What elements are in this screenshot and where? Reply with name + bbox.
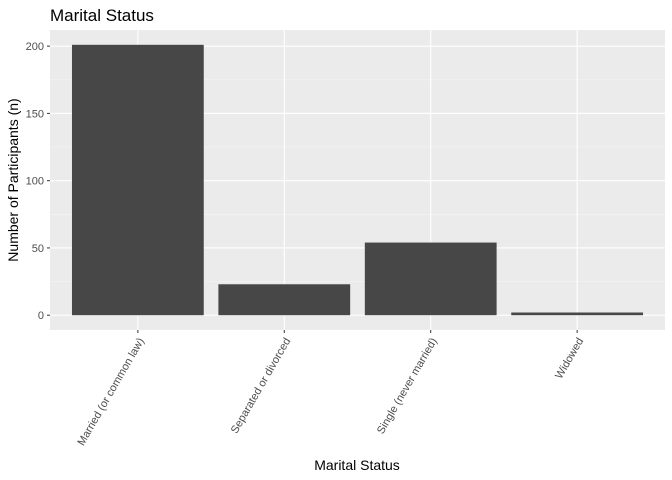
bar-2 (364, 242, 497, 316)
x-tick-label: Single (never married) (375, 336, 440, 436)
bars (71, 44, 644, 316)
bar-1 (218, 284, 351, 316)
y-tick-label: 150 (26, 108, 44, 120)
y-tick-label: 100 (26, 176, 44, 188)
y-axis-title: Number of Participants (n) (5, 98, 21, 261)
y-tick-label: 200 (26, 41, 44, 53)
y-tick-label: 0 (38, 310, 44, 322)
bar-3 (511, 312, 644, 316)
x-tick-label: Married (or common law) (75, 336, 147, 448)
x-tick-label: Widowed (553, 336, 586, 381)
x-tick-label: Separated or divorced (229, 336, 294, 436)
y-tick-label: 50 (32, 243, 44, 255)
bar-0 (71, 44, 204, 316)
y-axis: 0 50 100 150 200 (26, 41, 50, 322)
x-axis: Married (or common law) Separated or divo… (75, 330, 586, 448)
x-axis-title: Marital Status (314, 457, 400, 473)
chart-title: Marital Status (50, 6, 154, 25)
